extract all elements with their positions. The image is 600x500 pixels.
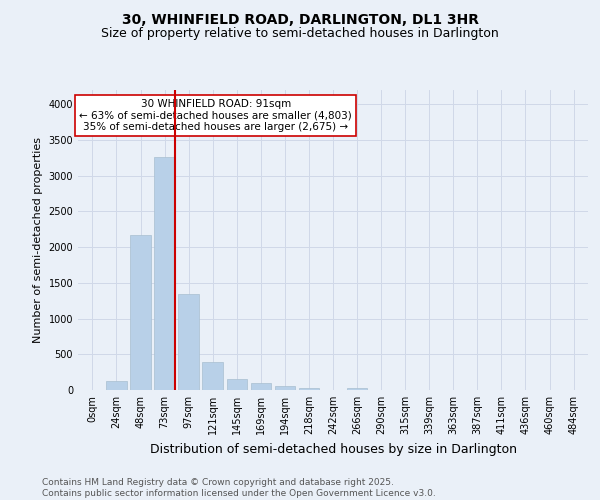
- Y-axis label: Number of semi-detached properties: Number of semi-detached properties: [33, 137, 43, 343]
- Text: Contains HM Land Registry data © Crown copyright and database right 2025.
Contai: Contains HM Land Registry data © Crown c…: [42, 478, 436, 498]
- Bar: [275, 386, 295, 390]
- Bar: [202, 362, 223, 390]
- Bar: [299, 388, 319, 390]
- Bar: [154, 157, 175, 390]
- Text: 30 WHINFIELD ROAD: 91sqm
← 63% of semi-detached houses are smaller (4,803)
35% o: 30 WHINFIELD ROAD: 91sqm ← 63% of semi-d…: [79, 99, 352, 132]
- Text: 30, WHINFIELD ROAD, DARLINGTON, DL1 3HR: 30, WHINFIELD ROAD, DARLINGTON, DL1 3HR: [121, 12, 479, 26]
- Bar: [178, 294, 199, 390]
- Text: Size of property relative to semi-detached houses in Darlington: Size of property relative to semi-detach…: [101, 28, 499, 40]
- X-axis label: Distribution of semi-detached houses by size in Darlington: Distribution of semi-detached houses by …: [149, 442, 517, 456]
- Bar: [130, 234, 151, 390]
- Bar: [106, 382, 127, 390]
- Bar: [227, 378, 247, 390]
- Bar: [251, 383, 271, 390]
- Bar: [347, 388, 367, 390]
